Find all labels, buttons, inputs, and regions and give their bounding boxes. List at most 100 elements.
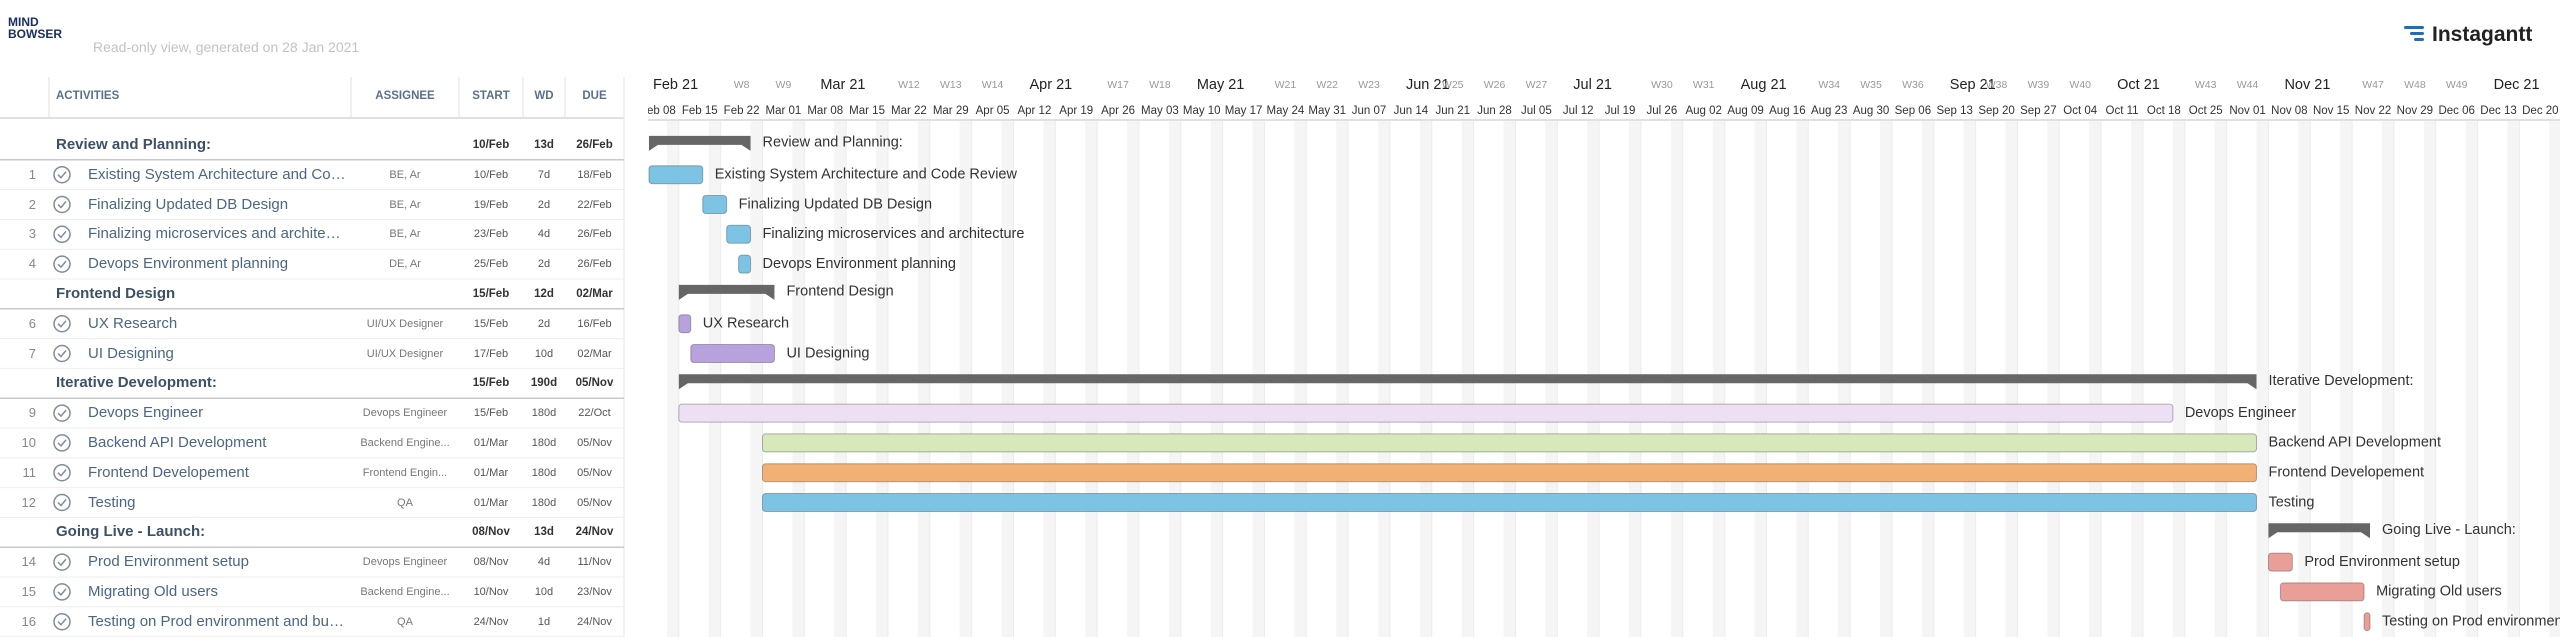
- due-date: 16/Feb: [577, 317, 612, 330]
- activity-name: Testing: [88, 493, 136, 511]
- week-number: W22: [1316, 79, 1338, 91]
- work-days: 2d: [537, 317, 551, 330]
- task-bar: [678, 314, 692, 334]
- month-label: Dec 21: [2494, 77, 2540, 93]
- group-label: Iterative Development:: [2268, 373, 2413, 389]
- task-label: Frontend Developement: [2268, 465, 2424, 481]
- row-number: 10: [21, 434, 36, 450]
- due-date: 26/Feb: [577, 258, 612, 271]
- row-number: 7: [28, 345, 36, 361]
- column-header: WD: [534, 90, 554, 102]
- check-mark: [57, 439, 67, 448]
- group-name: Review and Planning:: [56, 135, 212, 153]
- group-wd: 190d: [530, 377, 558, 390]
- group-label: Frontend Design: [786, 284, 893, 300]
- check-circle: [53, 493, 71, 512]
- week-date: Jun 21: [1435, 105, 1470, 117]
- group-name: Iterative Development:: [56, 374, 217, 392]
- group-label: Review and Planning:: [763, 135, 903, 151]
- check-circle: [53, 225, 71, 244]
- task-bar: [2267, 552, 2293, 572]
- check-mark: [57, 588, 67, 597]
- week-date: Dec 13: [2480, 105, 2516, 117]
- activity-name: Devops Engineer: [88, 404, 204, 422]
- logo-top: MIND: [8, 16, 39, 28]
- week-date: Jul 12: [1563, 105, 1594, 117]
- week-date: Jun 14: [1394, 105, 1429, 117]
- check-mark: [57, 260, 67, 269]
- work-days: 10d: [534, 347, 554, 360]
- app-name: Instagantt: [2432, 23, 2533, 46]
- row-number: 4: [28, 256, 36, 272]
- check-circle: [53, 165, 71, 184]
- assignee: QA: [397, 615, 413, 628]
- check-circle: [53, 404, 71, 422]
- check-mark: [57, 201, 67, 209]
- month-label: Jun 21: [1406, 77, 1450, 93]
- task-label: Migrating Old users: [2376, 584, 2502, 600]
- row-number: 11: [22, 464, 37, 480]
- week-date: May 03: [1141, 105, 1179, 117]
- week-date: Sep 13: [1936, 105, 1972, 117]
- row-number: 15: [21, 583, 36, 599]
- group-due: 05/Nov: [575, 377, 614, 390]
- week-date: Dec 06: [2438, 105, 2474, 117]
- week-number: W49: [2446, 79, 2468, 91]
- week-date: Sep 06: [1895, 105, 1931, 117]
- week-date: Jun 28: [1477, 105, 1512, 117]
- week-date: Nov 22: [2355, 105, 2391, 117]
- due-date: 11/Nov: [577, 556, 612, 569]
- weekend-stripe: [2423, 121, 2436, 637]
- start-date: 17/Feb: [473, 347, 509, 360]
- timeline-bars: Review and Planning: Existing System Arch…: [648, 135, 2560, 632]
- week-date: Feb 08: [640, 105, 676, 117]
- task-label: Prod Environment setup: [2304, 554, 2460, 570]
- group-start: 08/Nov: [472, 526, 510, 539]
- week-date: Dec 20: [2522, 105, 2558, 117]
- start-date: 10/Nov: [473, 585, 509, 598]
- week-date: Aug 23: [1811, 105, 1847, 117]
- check-circle: [53, 463, 71, 482]
- week-date: Aug 02: [1685, 105, 1721, 117]
- week-date: Apr 26: [1101, 105, 1135, 117]
- assignee: QA: [397, 496, 413, 509]
- work-days: 4d: [537, 228, 551, 241]
- week-date: May 17: [1225, 105, 1263, 117]
- month-label: May 21: [1197, 77, 1245, 93]
- task-bar: [761, 493, 2257, 512]
- week-number: W27: [1526, 79, 1548, 91]
- assignee: Backend Engine...: [360, 585, 450, 598]
- check-mark: [57, 230, 67, 239]
- assignee: BE, Ar: [389, 228, 421, 241]
- activity-name: Existing System Architecture and Code Re…: [88, 165, 346, 183]
- subtitle: Read-only view, generated on 28 Jan 2021: [93, 39, 360, 55]
- task-label: Finalizing Updated DB Design: [739, 196, 932, 212]
- start-date: 08/Nov: [473, 556, 509, 569]
- row-number: 1: [28, 166, 36, 182]
- week-date: Nov 15: [2313, 105, 2349, 117]
- group-start: 10/Feb: [472, 138, 510, 151]
- week-date: Jul 26: [1647, 105, 1678, 117]
- group-bracket: [678, 284, 775, 300]
- week-date: Nov 01: [2229, 105, 2265, 117]
- group-due: 24/Nov: [575, 526, 614, 539]
- assignee: Devops Engineer: [362, 556, 448, 569]
- week-date: May 10: [1183, 105, 1221, 117]
- row-number: 2: [28, 196, 36, 212]
- week-date: Sep 20: [1978, 105, 2014, 117]
- task-label: UX Research: [703, 316, 789, 332]
- check-circle: [53, 344, 71, 363]
- row-number: 9: [28, 405, 36, 421]
- due-date: 18/Feb: [577, 168, 612, 181]
- task-bar: [738, 254, 752, 274]
- week-date: Apr 19: [1059, 105, 1093, 117]
- start-date: 01/Mar: [473, 496, 509, 509]
- weekend-stripe: [2507, 121, 2520, 637]
- week-number: W21: [1275, 79, 1297, 91]
- month-label: Nov 21: [2284, 77, 2330, 93]
- week-date: Oct 04: [2063, 105, 2097, 117]
- week-date: Mar 08: [807, 105, 843, 117]
- check-circle: [53, 434, 71, 452]
- activity-name: Prod Environment setup: [88, 553, 249, 571]
- work-days: 2d: [537, 198, 551, 211]
